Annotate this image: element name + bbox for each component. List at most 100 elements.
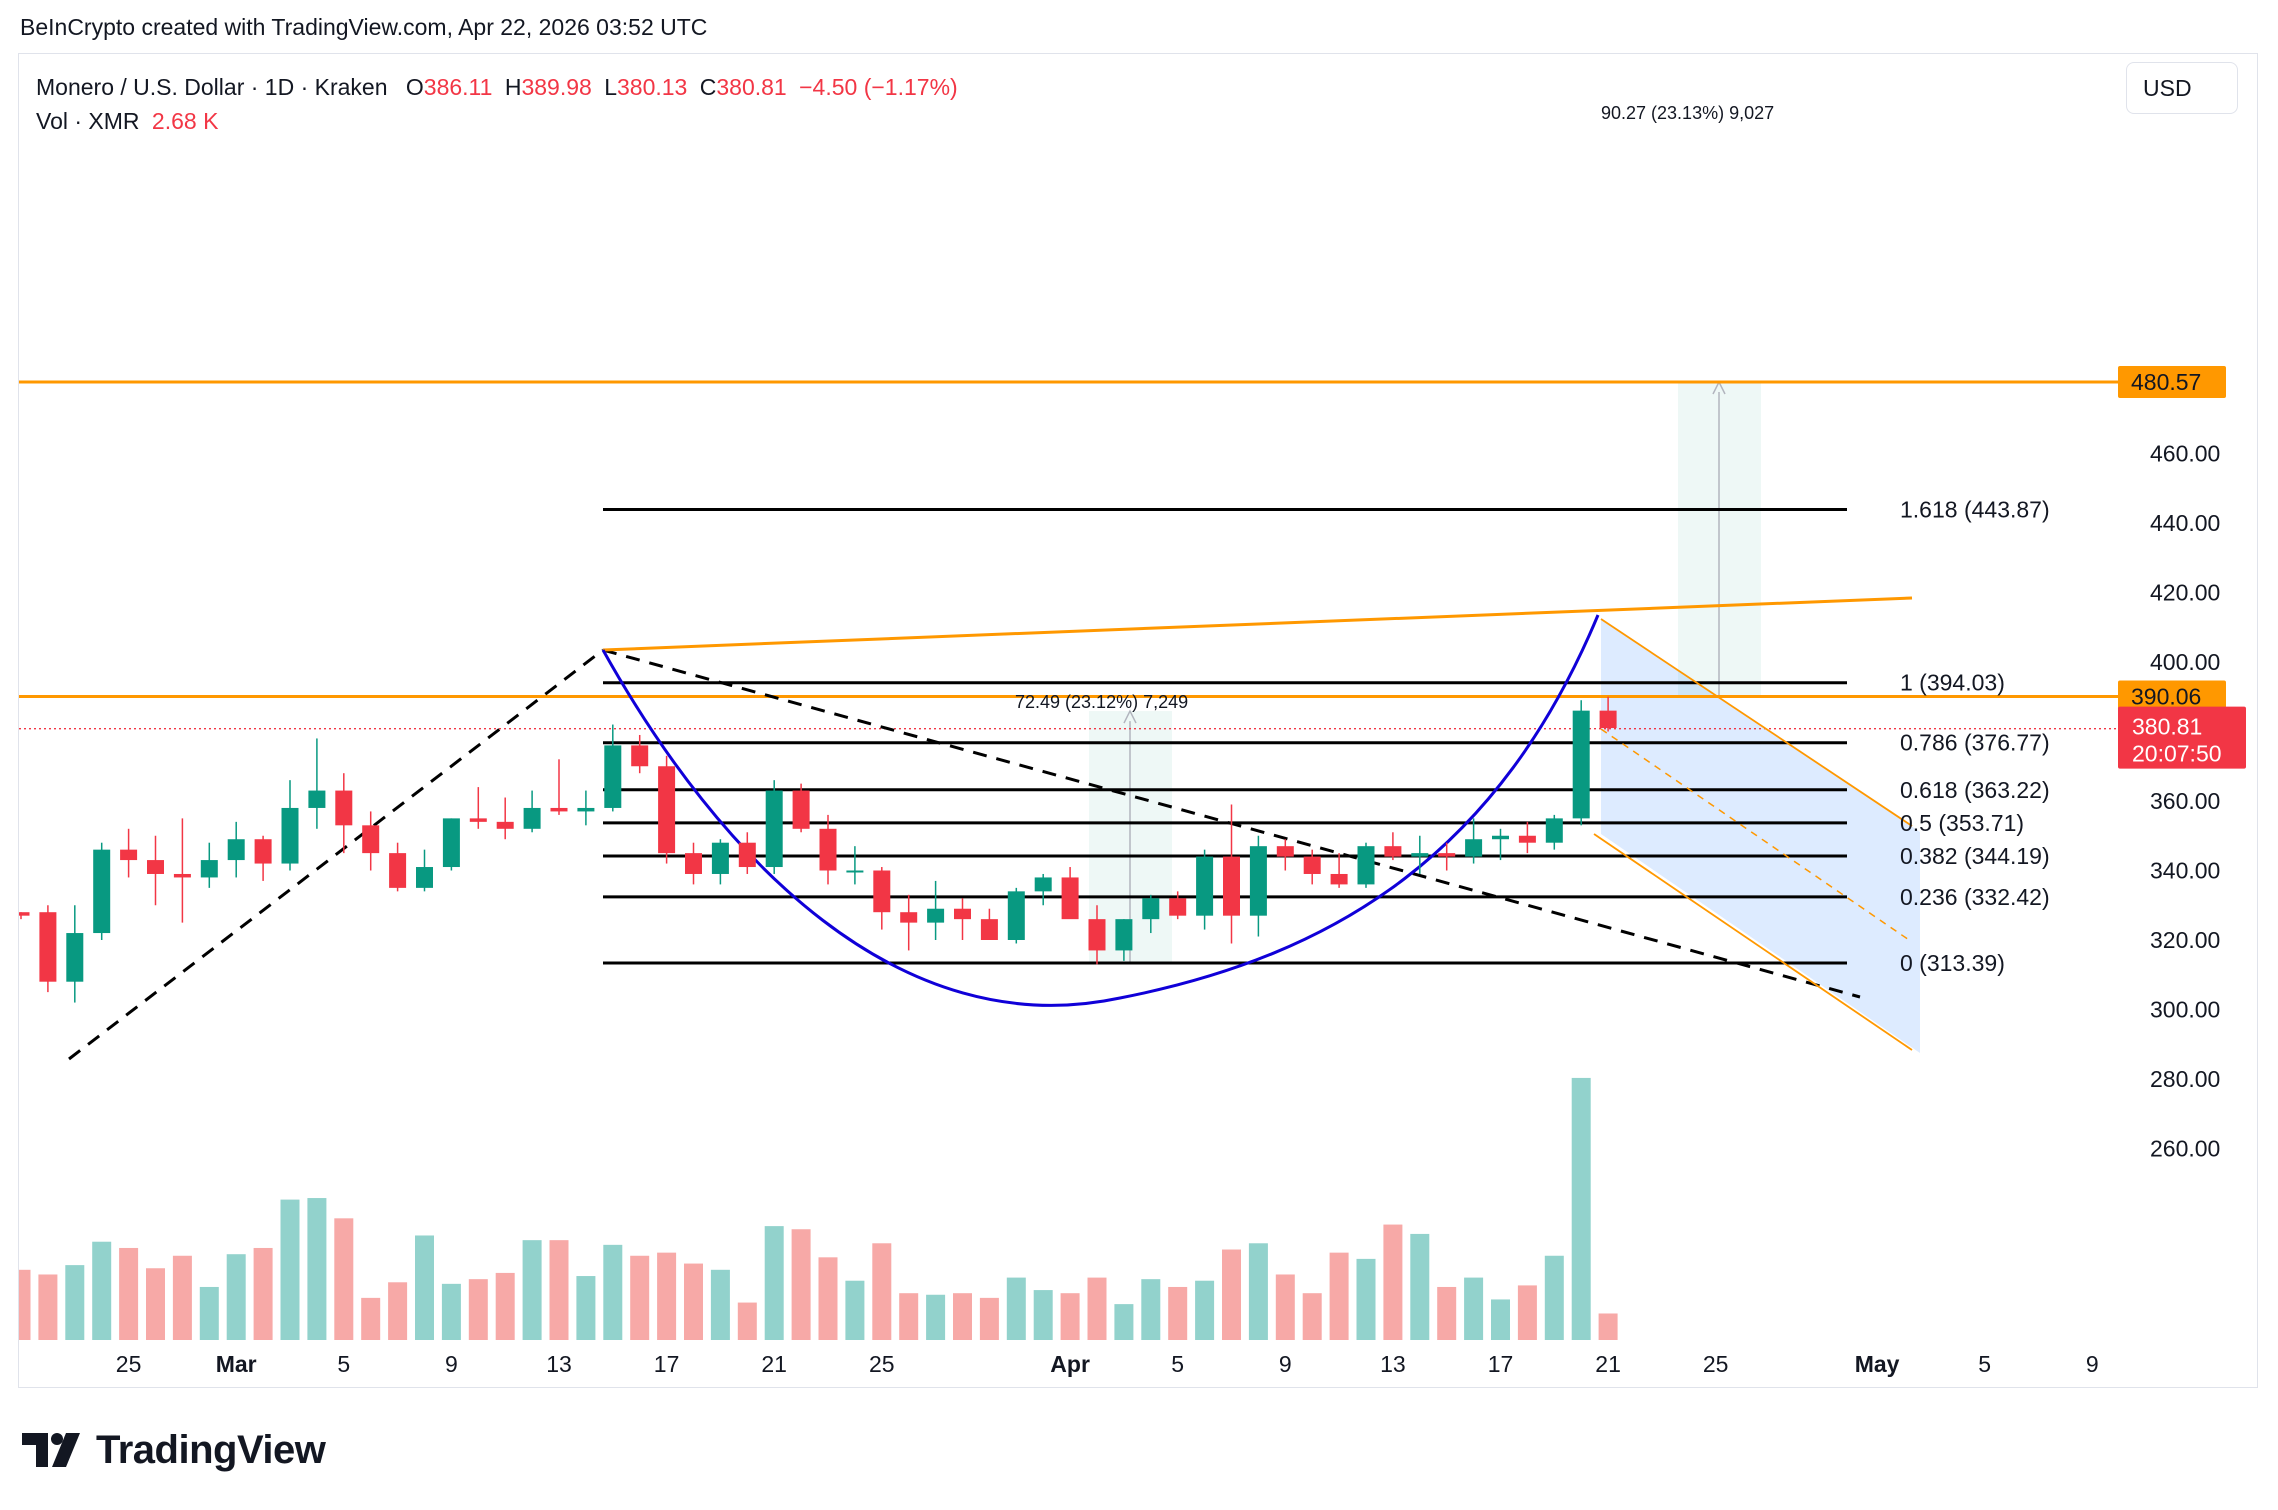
- candle[interactable]: [980, 919, 998, 940]
- candle[interactable]: [335, 790, 353, 826]
- volume-bar[interactable]: [1410, 1233, 1430, 1340]
- volume-bar[interactable]: [1033, 1290, 1053, 1340]
- candle[interactable]: [1196, 856, 1214, 916]
- candle[interactable]: [550, 807, 568, 812]
- volume-bar[interactable]: [92, 1241, 112, 1340]
- volume-bar[interactable]: [415, 1235, 434, 1340]
- candle[interactable]: [792, 790, 810, 829]
- volume-bar[interactable]: [576, 1276, 596, 1340]
- candle[interactable]: [389, 853, 407, 888]
- volume-bar[interactable]: [818, 1257, 838, 1340]
- candle[interactable]: [1061, 877, 1079, 920]
- candle[interactable]: [1357, 846, 1375, 885]
- current-price-badge[interactable]: [2118, 706, 2246, 769]
- level-badge-0[interactable]: [2118, 366, 2226, 399]
- volume-bar[interactable]: [710, 1269, 730, 1340]
- candle[interactable]: [658, 766, 676, 854]
- volume-bar[interactable]: [65, 1265, 85, 1340]
- volume-bar[interactable]: [630, 1255, 650, 1340]
- volume-bar[interactable]: [361, 1297, 381, 1340]
- volume-bar[interactable]: [1275, 1274, 1295, 1340]
- candle[interactable]: [1115, 919, 1133, 951]
- channel-upper[interactable]: [1600, 618, 1913, 827]
- volume-bar[interactable]: [334, 1218, 354, 1340]
- candle[interactable]: [39, 912, 57, 982]
- volume-bar[interactable]: [657, 1252, 677, 1340]
- candle[interactable]: [1303, 856, 1321, 874]
- candle[interactable]: [954, 908, 971, 920]
- candle[interactable]: [523, 807, 541, 829]
- volume-bar[interactable]: [1544, 1255, 1564, 1340]
- volume-bar[interactable]: [1464, 1277, 1484, 1340]
- volume-bar[interactable]: [979, 1297, 999, 1340]
- volume-bar[interactable]: [495, 1272, 515, 1340]
- volume-bar[interactable]: [253, 1247, 273, 1340]
- volume-bar[interactable]: [1517, 1285, 1537, 1340]
- volume-bar[interactable]: [1598, 1313, 1618, 1340]
- rising-trendline[interactable]: [68, 648, 604, 1061]
- volume-bar[interactable]: [12, 1269, 31, 1340]
- candle[interactable]: [873, 870, 891, 913]
- candle[interactable]: [1142, 898, 1160, 920]
- volume-bar[interactable]: [468, 1279, 488, 1340]
- volume-bar[interactable]: [953, 1293, 972, 1340]
- candle[interactable]: [631, 745, 649, 767]
- volume-bar[interactable]: [1571, 1077, 1591, 1340]
- candle[interactable]: [173, 873, 191, 878]
- candle[interactable]: [469, 818, 487, 822]
- volume-bar[interactable]: [872, 1243, 892, 1340]
- volume-bar[interactable]: [684, 1263, 703, 1340]
- volume-bar[interactable]: [899, 1293, 919, 1340]
- volume-bar[interactable]: [307, 1198, 327, 1340]
- volume-bar[interactable]: [1248, 1243, 1268, 1340]
- candle[interactable]: [93, 849, 111, 934]
- candle[interactable]: [1492, 835, 1509, 840]
- volume-bar[interactable]: [1437, 1286, 1457, 1340]
- candle[interactable]: [1007, 891, 1025, 940]
- candle[interactable]: [1088, 919, 1106, 951]
- volume-bar[interactable]: [1006, 1277, 1026, 1340]
- candle[interactable]: [281, 807, 299, 864]
- candle[interactable]: [711, 842, 729, 874]
- volume-bar[interactable]: [441, 1283, 461, 1340]
- volume-bar[interactable]: [926, 1294, 946, 1340]
- volume-bar[interactable]: [1195, 1280, 1215, 1340]
- volume-bar[interactable]: [1222, 1249, 1241, 1340]
- volume-bar[interactable]: [1302, 1293, 1322, 1340]
- volume-bar[interactable]: [1087, 1277, 1107, 1340]
- candle[interactable]: [308, 790, 326, 808]
- candle[interactable]: [1599, 710, 1617, 729]
- candle[interactable]: [1223, 856, 1240, 916]
- volume-label[interactable]: Vol · XMR: [36, 108, 140, 134]
- volume-bar[interactable]: [737, 1302, 757, 1340]
- volume-bar[interactable]: [522, 1240, 542, 1340]
- symbol-title[interactable]: Monero / U.S. Dollar · 1D · Kraken: [36, 74, 388, 100]
- candle[interactable]: [846, 870, 864, 873]
- volume-bar[interactable]: [172, 1255, 192, 1340]
- volume-bar[interactable]: [280, 1199, 300, 1340]
- volume-bar[interactable]: [388, 1282, 408, 1340]
- volume-bar[interactable]: [1114, 1304, 1134, 1340]
- candle[interactable]: [442, 818, 460, 868]
- candle[interactable]: [819, 828, 837, 871]
- candle[interactable]: [1384, 846, 1402, 857]
- candle[interactable]: [1545, 818, 1563, 843]
- volume-bar[interactable]: [845, 1280, 865, 1340]
- candle[interactable]: [900, 912, 918, 923]
- candle[interactable]: [200, 860, 218, 878]
- currency-button[interactable]: USD: [2126, 62, 2238, 114]
- candle[interactable]: [416, 867, 433, 888]
- volume-bar[interactable]: [791, 1229, 811, 1340]
- candle[interactable]: [1330, 873, 1348, 885]
- level-badge-1[interactable]: [2118, 680, 2226, 713]
- volume-bar[interactable]: [1383, 1224, 1403, 1340]
- candle[interactable]: [496, 821, 514, 829]
- candle[interactable]: [577, 807, 595, 812]
- candle[interactable]: [13, 912, 30, 916]
- volume-bar[interactable]: [549, 1240, 569, 1340]
- volume-bar[interactable]: [226, 1254, 246, 1340]
- candle[interactable]: [1276, 846, 1294, 857]
- candle[interactable]: [765, 790, 783, 868]
- candle[interactable]: [66, 933, 84, 982]
